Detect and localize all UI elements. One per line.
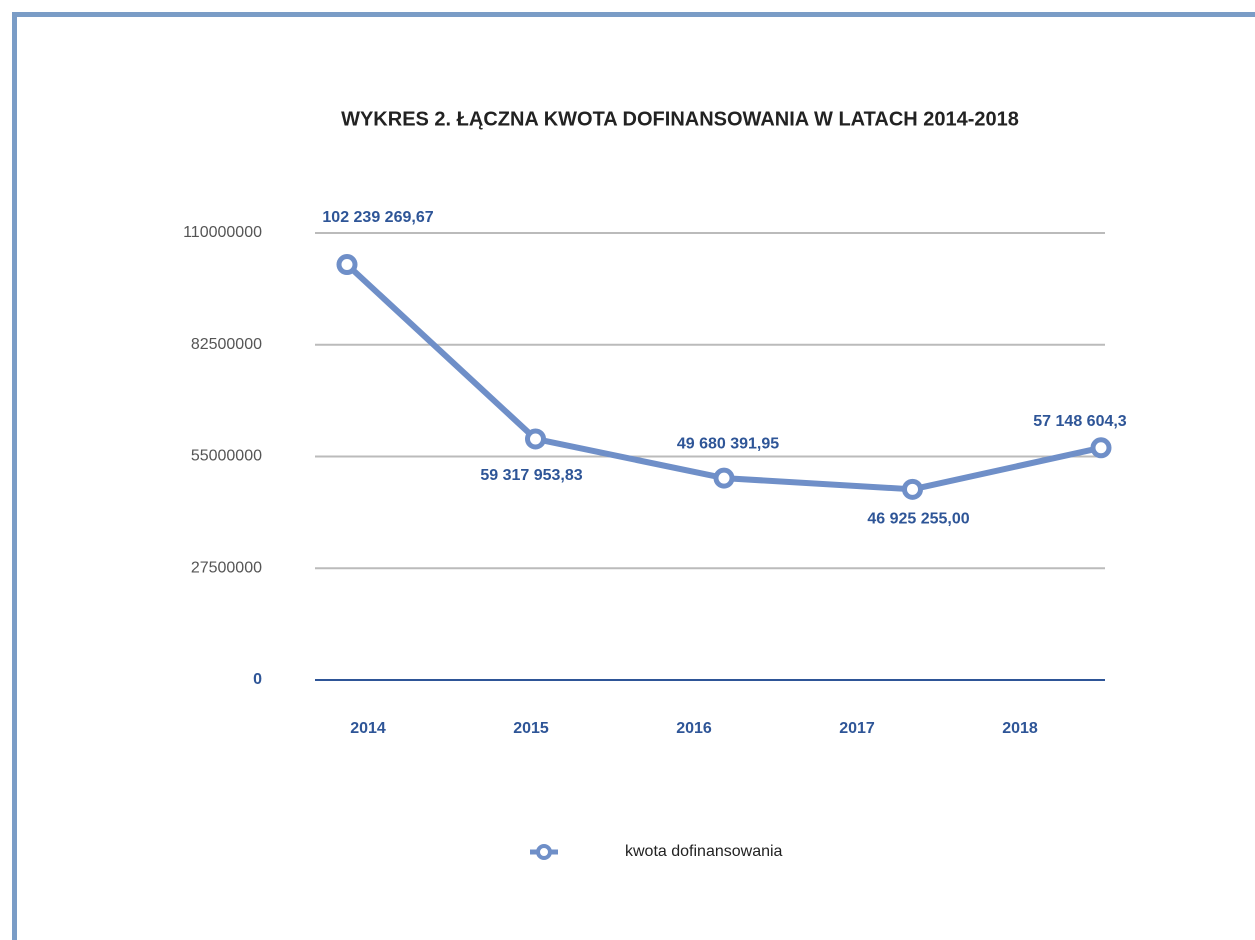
y-tick-label: 27500000 [191,559,262,576]
value-label: 102 239 269,67 [322,209,433,226]
legend-marker [536,844,552,860]
y-tick-label: 55000000 [191,448,262,465]
point-marker [902,478,923,500]
frame-left [12,12,17,940]
value-label: 59 317 953,83 [480,467,582,484]
value-label: 49 680 391,95 [677,435,779,452]
legend-label: kwota dofinansowania [625,843,783,860]
x-tick-label: 2018 [1002,720,1038,737]
x-tick-label: 2016 [676,720,712,737]
point-marker [713,467,735,489]
y-tick-label: 0 [253,671,262,688]
point-marker [1090,437,1112,459]
x-tick-label: 2015 [513,720,549,737]
frame-top [12,12,1255,17]
chart-title: WYKRES 2. ŁĄCZNA KWOTA DOFINANSOWANIA W … [341,108,1019,130]
y-tick-label: 82500000 [191,336,262,353]
point-marker [525,428,546,450]
x-tick-label: 2014 [350,720,386,737]
y-tick-label: 110000000 [183,224,262,241]
point-marker [336,254,358,276]
x-tick-label: 2017 [839,720,875,737]
value-label: 57 148 604,3 [1033,413,1127,430]
value-label: 46 925 255,00 [867,511,969,528]
